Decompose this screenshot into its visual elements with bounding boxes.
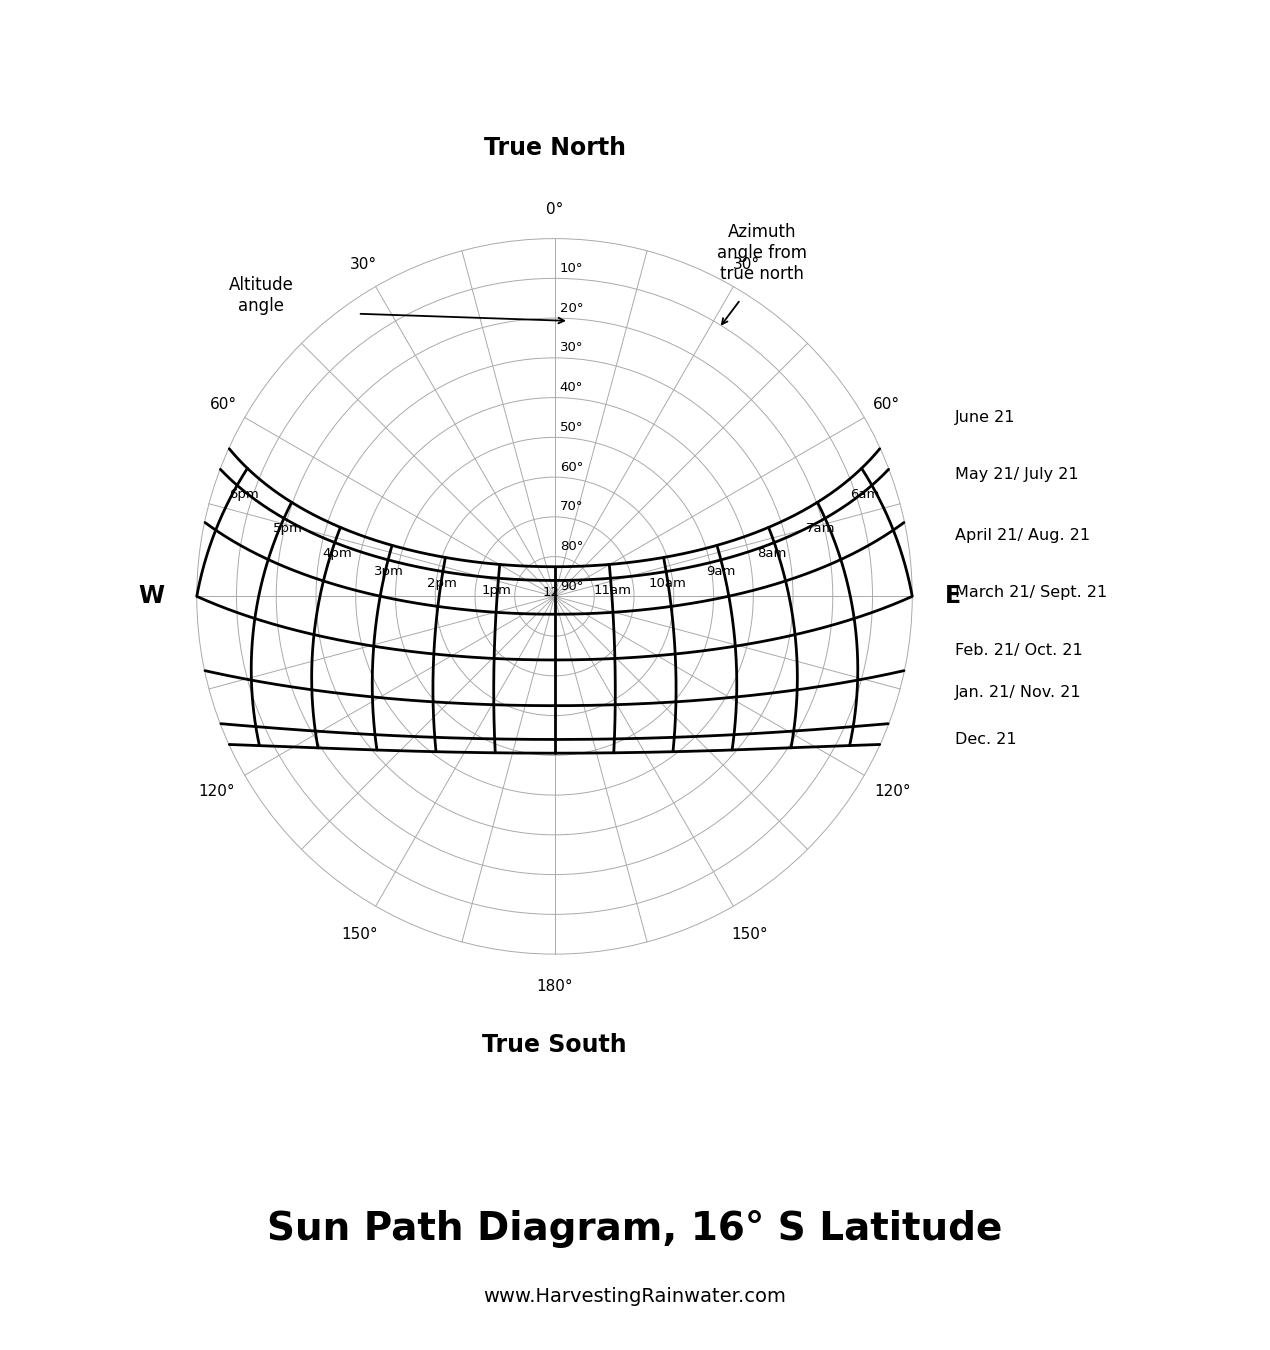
Text: 60°: 60° (560, 460, 583, 474)
Text: 30°: 30° (349, 258, 377, 273)
Text: 70°: 70° (560, 501, 583, 513)
Text: True South: True South (483, 1033, 627, 1057)
Text: 4pm: 4pm (323, 547, 352, 560)
Text: 90°: 90° (560, 579, 583, 593)
Text: 6pm: 6pm (229, 487, 259, 501)
Text: 11am: 11am (594, 585, 632, 597)
Text: 30°: 30° (733, 258, 759, 273)
Text: 6am: 6am (851, 487, 880, 501)
Text: March 21/ Sept. 21: March 21/ Sept. 21 (955, 586, 1107, 601)
Text: Altitude
angle: Altitude angle (229, 277, 293, 316)
Text: 3pm: 3pm (373, 566, 404, 578)
Text: 40°: 40° (560, 381, 583, 394)
Text: 60°: 60° (872, 397, 899, 413)
Text: Dec. 21: Dec. 21 (955, 732, 1017, 747)
Text: 150°: 150° (732, 926, 768, 941)
Text: 0°: 0° (546, 202, 563, 217)
Text: June 21: June 21 (955, 410, 1016, 425)
Text: 30°: 30° (560, 342, 583, 354)
Text: 120°: 120° (874, 784, 911, 799)
Text: True North: True North (484, 136, 626, 159)
Text: 20°: 20° (560, 301, 583, 315)
Text: 80°: 80° (560, 540, 583, 553)
Text: 150°: 150° (342, 926, 378, 941)
Text: May 21/ July 21: May 21/ July 21 (955, 467, 1078, 482)
Text: April 21/ Aug. 21: April 21/ Aug. 21 (955, 528, 1091, 543)
Text: 5pm: 5pm (273, 522, 304, 535)
Text: 8am: 8am (757, 547, 787, 560)
Text: 1pm: 1pm (481, 585, 511, 597)
Text: Sun Path Diagram, 16° S Latitude: Sun Path Diagram, 16° S Latitude (267, 1210, 1003, 1247)
Text: 180°: 180° (536, 979, 573, 994)
Text: 7am: 7am (806, 522, 836, 535)
Text: 9am: 9am (706, 566, 735, 578)
Text: 120°: 120° (198, 784, 235, 799)
Text: Feb. 21/ Oct. 21: Feb. 21/ Oct. 21 (955, 643, 1083, 657)
Text: www.HarvestingRainwater.com: www.HarvestingRainwater.com (484, 1287, 786, 1305)
Text: W: W (138, 585, 165, 609)
Text: Jan. 21/ Nov. 21: Jan. 21/ Nov. 21 (955, 686, 1082, 701)
Text: 10°: 10° (560, 262, 583, 275)
Text: 12: 12 (542, 586, 559, 599)
Text: 10am: 10am (648, 578, 686, 590)
Text: 50°: 50° (560, 421, 583, 433)
Text: E: E (945, 585, 960, 609)
Text: 60°: 60° (210, 397, 236, 413)
Text: Azimuth
angle from
true north: Azimuth angle from true north (718, 223, 806, 282)
Text: 2pm: 2pm (427, 578, 457, 590)
